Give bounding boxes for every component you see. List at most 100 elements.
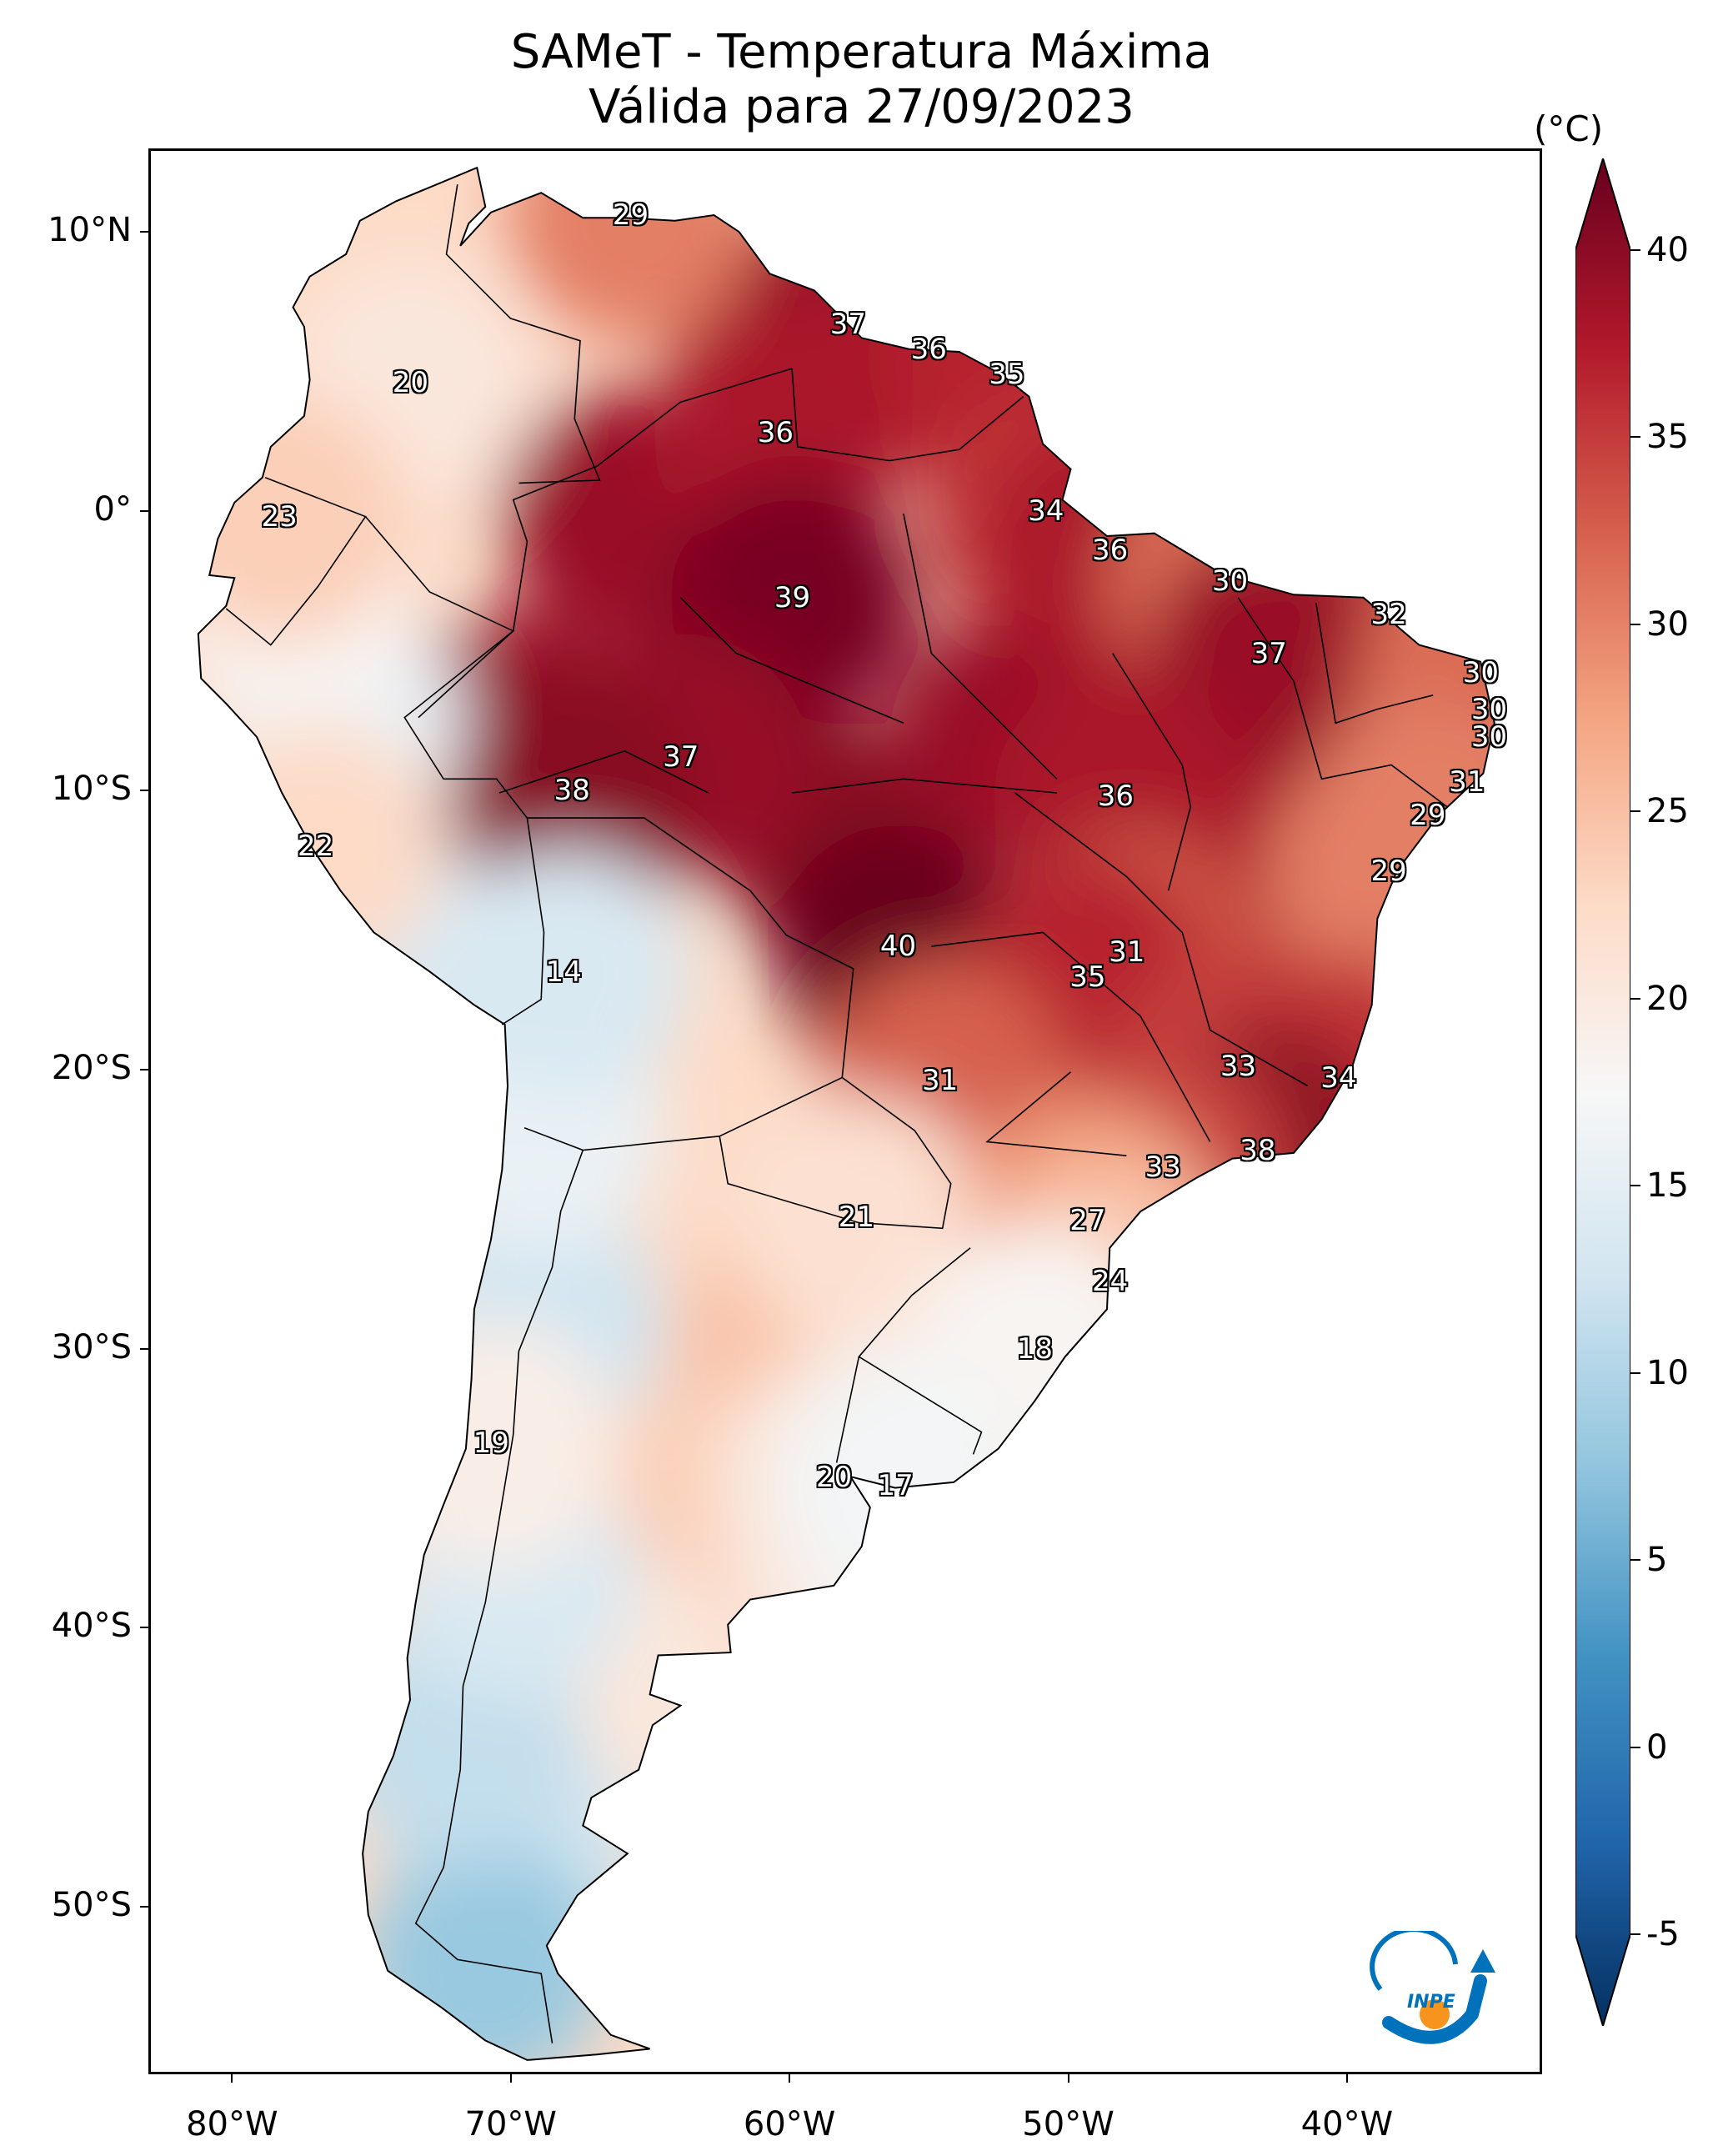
lat-tick-label: 0° [93, 490, 132, 529]
country-border [931, 931, 1211, 1142]
station-value-label: 36 [1097, 779, 1134, 813]
lat-tick-label: 20°S [51, 1048, 132, 1087]
station-value-label: 30 [1470, 692, 1508, 726]
country-border [835, 1247, 971, 1463]
country-border [858, 1356, 983, 1455]
country-borders [225, 184, 1448, 2043]
lat-tick-label: 30°S [51, 1327, 132, 1366]
lat-tick-mark [140, 790, 148, 791]
station-value-label: 36 [757, 416, 794, 450]
station-value-label: 14 [545, 955, 582, 989]
colorbar-tick-mark [1630, 1746, 1640, 1748]
colorbar-tick-mark [1630, 1371, 1640, 1374]
station-value-label: 37 [1250, 636, 1287, 670]
country-border [403, 368, 793, 819]
inpe-logo-text: INPE [1407, 1992, 1455, 2013]
country-border [1112, 653, 1192, 891]
lon-tick-mark [1067, 2074, 1069, 2083]
map-canvas [197, 166, 1495, 2061]
colorbar [1575, 158, 1630, 2026]
colorbar-tick-mark [1630, 436, 1640, 439]
map-title-line1: SAMeT - Temperatura Máxima [510, 25, 1213, 79]
station-value-label: 36 [1092, 534, 1129, 568]
colorbar-tick-label: 20 [1646, 979, 1689, 1018]
country-border [1237, 597, 1448, 808]
station-value-label: 31 [1109, 935, 1145, 970]
colorbar-tick-label: 5 [1646, 1541, 1668, 1580]
lat-tick-label: 40°S [51, 1607, 132, 1646]
field-blobs [198, 168, 1495, 2060]
station-value-label: 21 [838, 1201, 875, 1235]
station-value-label: 31 [1449, 765, 1485, 799]
country-border [792, 778, 1057, 794]
country-border [679, 597, 904, 725]
map-title-line2: Válida para 27/09/2023 [589, 80, 1134, 134]
lat-tick-mark [140, 510, 148, 513]
station-value-label: 22 [297, 829, 334, 863]
station-value-label: 29 [1410, 799, 1446, 833]
station-value-label: 30 [1211, 564, 1249, 598]
lat-tick-mark [140, 1347, 148, 1350]
station-value-label: 19 [473, 1426, 509, 1461]
station-value-label: 29 [1370, 855, 1407, 889]
station-value-label: 37 [829, 307, 866, 341]
map-panel[interactable] [148, 148, 1542, 2074]
station-value-label: 27 [1069, 1203, 1106, 1237]
station-value-label: 23 [261, 499, 298, 534]
country-border [1315, 603, 1434, 725]
colorbar-tick-label: 15 [1646, 1166, 1689, 1206]
colorbar-tick-mark [1630, 623, 1640, 625]
colorbar-tick-label: 40 [1646, 231, 1689, 269]
country-border [985, 1071, 1127, 1156]
colorbar-tick-mark [1630, 1185, 1640, 1187]
station-value-label: 38 [1240, 1133, 1276, 1167]
field-blob [734, 1095, 984, 1346]
lon-tick-label: 50°W [1022, 2105, 1114, 2143]
colorbar-tick-label: 35 [1646, 418, 1689, 457]
station-value-label: 30 [1470, 720, 1508, 755]
country-border [225, 476, 367, 646]
country-border [791, 369, 1024, 462]
lat-tick-mark [140, 1068, 148, 1070]
lon-tick-label: 70°W [464, 2105, 557, 2143]
colorbar-tick-label: -5 [1646, 1915, 1680, 1953]
map-title: SAMeT - Temperatura Máxima Válida para 2… [0, 25, 1723, 135]
station-value-label: 40 [879, 930, 917, 964]
station-value-label: 17 [877, 1468, 914, 1502]
colorbar-tick-mark [1630, 997, 1640, 1000]
country-border [523, 817, 854, 1151]
field-blob [449, 668, 700, 918]
station-value-label: 34 [1320, 1060, 1357, 1095]
station-value-label: 29 [612, 198, 649, 233]
country-border [445, 184, 601, 484]
station-value-label: 20 [392, 366, 428, 400]
station-value-label: 33 [1220, 1050, 1257, 1084]
colorbar-tick-mark [1630, 1933, 1640, 1935]
lat-tick-mark [140, 1906, 148, 1908]
station-value-label: 39 [774, 581, 811, 614]
station-value-label: 31 [922, 1064, 959, 1098]
colorbar-unit: (°C) [1534, 108, 1604, 149]
station-value-label: 35 [989, 358, 1025, 392]
station-value-label: 24 [1092, 1265, 1129, 1299]
station-value-label: 30 [1462, 656, 1500, 690]
coastline [197, 166, 1495, 2061]
station-value-label: 36 [910, 333, 947, 367]
country-border [903, 514, 1058, 780]
colorbar-tick-mark [1630, 249, 1640, 251]
country-border [364, 516, 515, 719]
lat-tick-label: 10°S [51, 770, 132, 808]
country-border [414, 1150, 584, 2043]
country-border [1014, 792, 1309, 1087]
lon-tick-mark [509, 2074, 512, 2083]
colorbar-tick-label: 30 [1646, 604, 1689, 644]
colorbar-tick-mark [1630, 810, 1640, 813]
station-value-label: 18 [1016, 1331, 1054, 1366]
lon-tick-mark [231, 2074, 233, 2083]
lat-tick-mark [140, 1627, 148, 1629]
colorbar-tick-label: 0 [1646, 1727, 1668, 1767]
station-value-label: 38 [553, 774, 590, 807]
station-value-label: 20 [815, 1460, 853, 1494]
lat-tick-label: 50°S [51, 1886, 132, 1925]
lon-tick-mark [1345, 2074, 1348, 2083]
